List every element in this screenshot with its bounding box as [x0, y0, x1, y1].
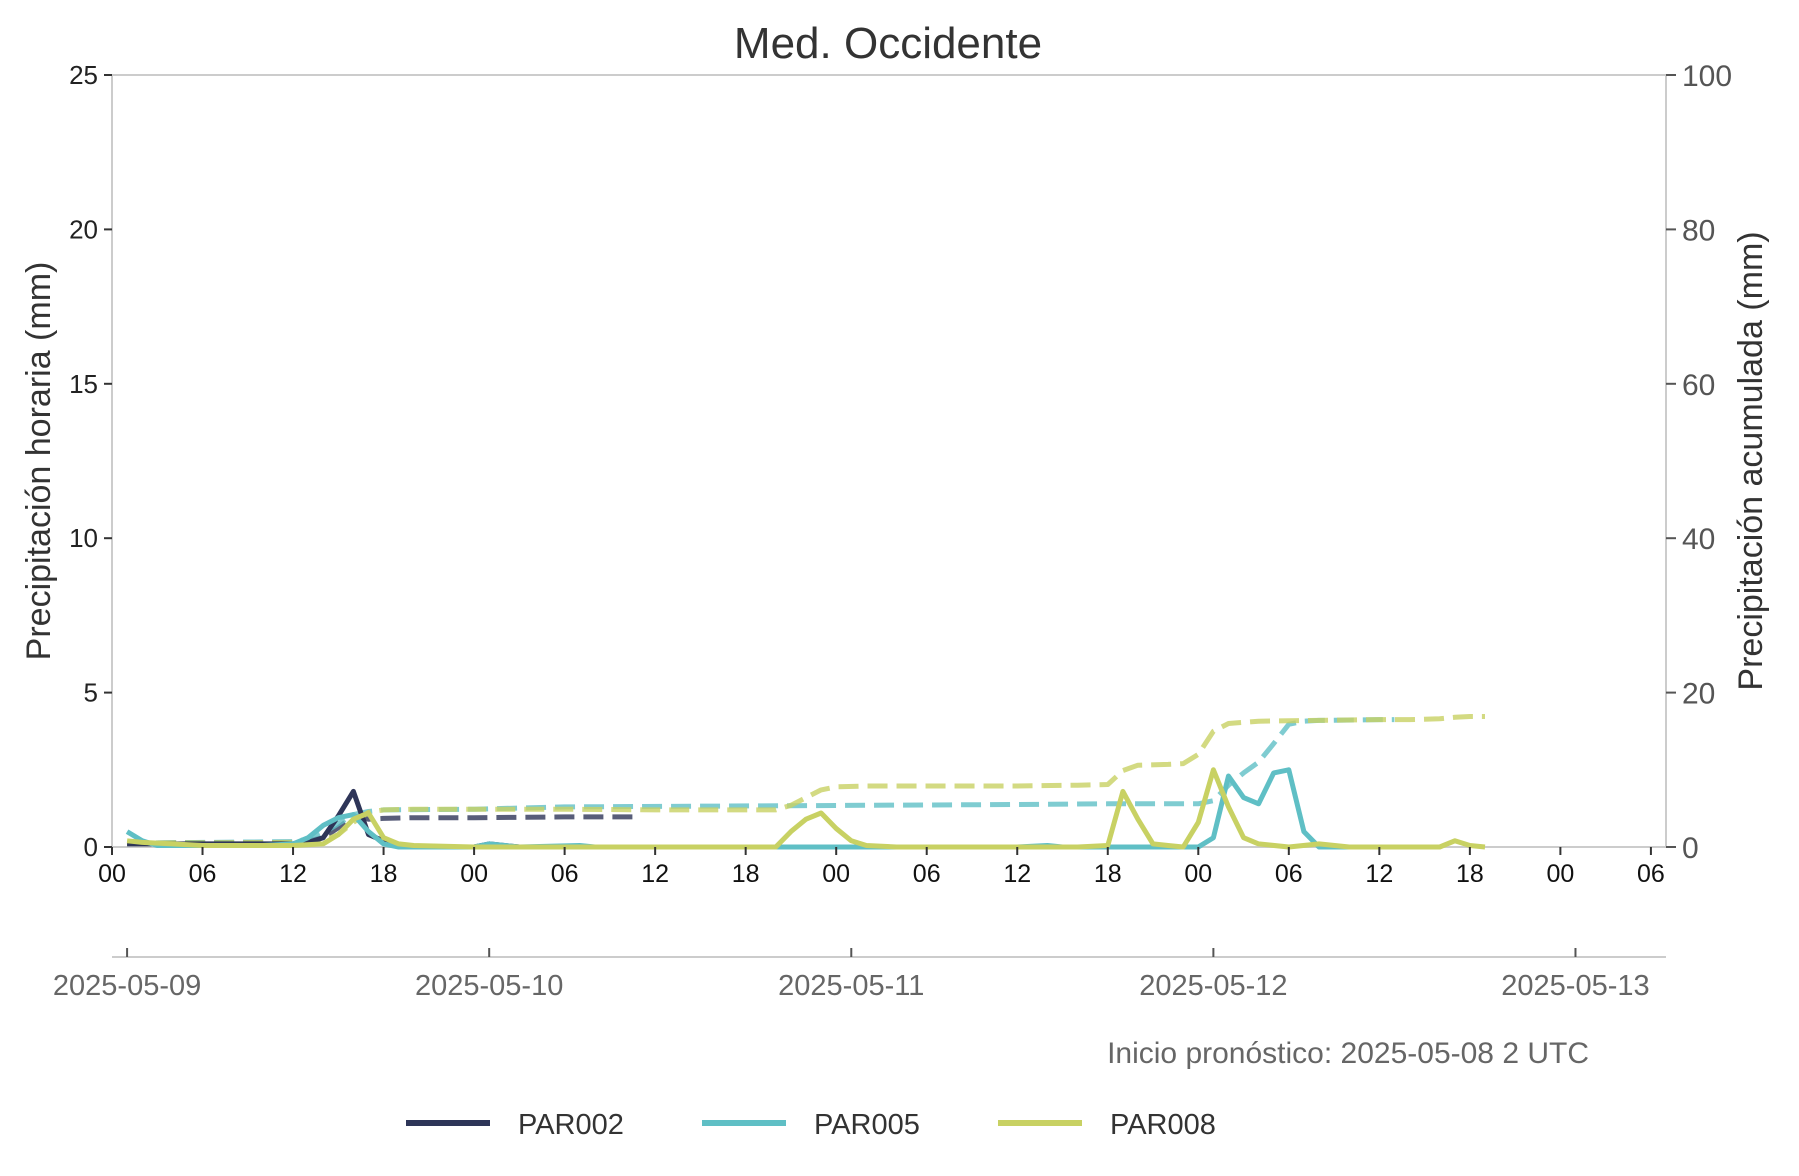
date-tick-label: 2025-05-11: [778, 970, 924, 1002]
hour-tick-label: 00: [1546, 860, 1574, 888]
left-y-tick-label: 15: [69, 369, 98, 399]
hour-tick-label: 06: [1637, 860, 1665, 888]
hour-tick-label: 00: [460, 860, 488, 888]
hour-tick-label: 00: [1184, 860, 1212, 888]
hour-tick-label: 12: [1365, 860, 1393, 888]
hour-tick-label: 06: [913, 860, 941, 888]
right-y-tick-label: 40: [1682, 523, 1715, 556]
hour-tick-label: 18: [370, 860, 398, 888]
left-y-tick-label: 0: [84, 832, 98, 862]
legend-label: PAR005: [814, 1109, 920, 1141]
left-y-axis-label: Precipitación horaria (mm): [20, 262, 58, 661]
right-y-tick-label: 80: [1682, 214, 1715, 247]
accumulated-line-par008: [127, 714, 1485, 846]
hour-axis: 00 06 12 18 00 06 12 18 00 06 12 18 00 06 12 18 00 06: [98, 847, 1665, 888]
accumulated-line-par005: [127, 717, 1395, 846]
plot-area: [111, 74, 1667, 850]
left-y-tick-label: 25: [69, 60, 98, 90]
hour-tick-label: 18: [1456, 860, 1484, 888]
date-tick-label: 2025-05-12: [1139, 970, 1287, 1002]
forecast-start-annotation: Inicio pronóstico: 2025-05-08 2 UTC: [1107, 1037, 1589, 1070]
left-y-tick-label: 5: [84, 678, 98, 708]
left-y-axis: 0 5 10 15 20 25: [69, 60, 112, 862]
right-y-axis-label: Precipitación acumulada (mm): [1732, 231, 1770, 690]
hour-tick-label: 18: [732, 860, 760, 888]
date-tick-label: 2025-05-13: [1501, 970, 1649, 1002]
right-y-axis: 0 20 40 60 80 100: [1666, 60, 1732, 865]
right-y-tick-label: 20: [1682, 678, 1715, 711]
legend-item-par008: PAR008: [998, 1109, 1216, 1141]
hourly-line-par008: [126, 767, 1486, 850]
hour-tick-label: 18: [1094, 860, 1122, 888]
date-tick-label: 2025-05-10: [415, 970, 563, 1002]
date-axis: 2025-05-09 2025-05-10 2025-05-11 2025-05-12…: [53, 948, 1666, 1002]
left-y-tick-label: 10: [69, 523, 98, 553]
legend: PAR002 PAR005 PAR008: [406, 1109, 1216, 1141]
legend-label: PAR002: [518, 1109, 624, 1141]
hour-tick-label: 06: [189, 860, 217, 888]
right-y-tick-label: 60: [1682, 369, 1715, 402]
chart-title: Med. Occidente: [734, 19, 1042, 68]
legend-item-par002: PAR002: [406, 1109, 624, 1141]
hour-tick-label: 06: [1275, 860, 1303, 888]
hour-tick-label: 06: [551, 860, 579, 888]
hour-tick-label: 12: [1003, 860, 1031, 888]
legend-item-par005: PAR005: [702, 1109, 920, 1141]
date-tick-label: 2025-05-09: [53, 970, 201, 1002]
hour-tick-label: 00: [98, 860, 126, 888]
hour-tick-label: 12: [279, 860, 307, 888]
right-y-tick-label: 0: [1682, 832, 1699, 865]
plot-frame: [111, 74, 1667, 848]
right-y-tick-label: 100: [1682, 60, 1732, 93]
legend-label: PAR008: [1110, 1109, 1216, 1141]
hour-tick-label: 00: [822, 860, 850, 888]
hour-tick-label: 12: [641, 860, 669, 888]
left-y-tick-label: 20: [69, 214, 98, 244]
